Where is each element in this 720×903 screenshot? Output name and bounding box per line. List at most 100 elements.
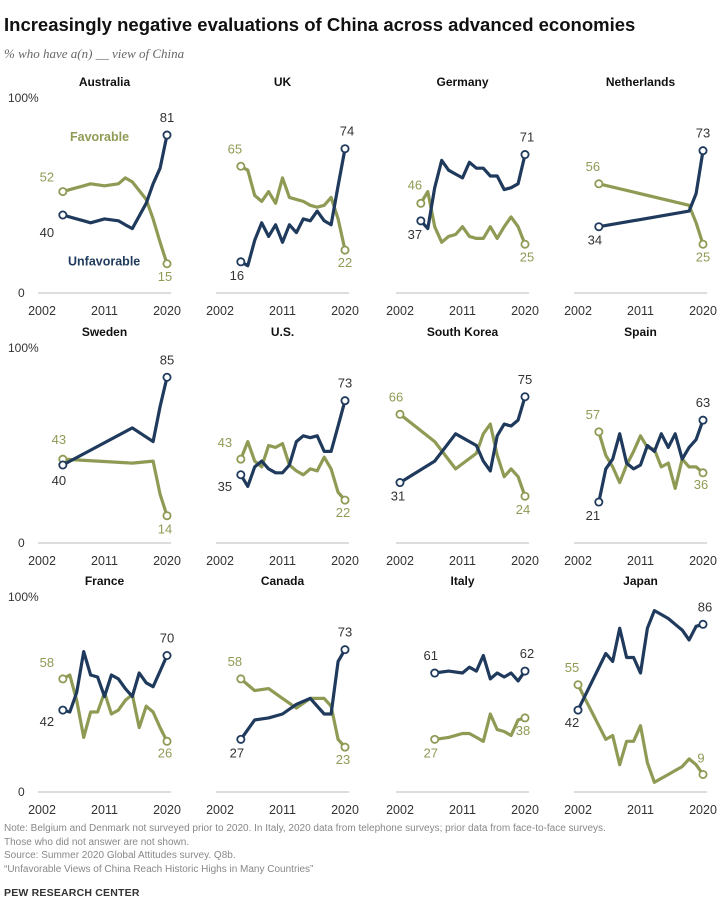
x-tick-2002-netherlands: 2002 (564, 304, 592, 318)
note-line-2: Those who did not answer are not shown. (4, 836, 190, 848)
favorable-end-point-u-s (340, 495, 350, 505)
x-tick-2002-france: 2002 (28, 803, 56, 817)
unfavorable-start-label-japan: 42 (565, 715, 579, 730)
favorable-end-label-france: 26 (158, 745, 172, 760)
favorable-start-point-spain (594, 427, 604, 437)
favorable-end-point-canada (340, 742, 350, 752)
x-tick-2011-sweden: 2011 (91, 554, 118, 568)
favorable-start-label-spain: 57 (586, 407, 600, 422)
panel-title-netherlands: Netherlands (606, 75, 676, 89)
favorable-start-point-netherlands (594, 179, 604, 189)
unfavorable-line-uk (239, 147, 347, 268)
favorable-start-point-france (58, 674, 68, 684)
unfavorable-start-label-south-korea: 31 (391, 489, 405, 504)
favorable-end-label-uk: 22 (338, 255, 352, 270)
x-tick-2020-uk: 2020 (331, 304, 359, 318)
unfavorable-end-label-uk: 74 (340, 124, 354, 139)
org-credit: PEW RESEARCH CENTER (4, 887, 140, 899)
x-tick-2011-australia: 2011 (91, 304, 118, 318)
unfavorable-start-point-italy (430, 668, 440, 678)
unfavorable-start-point-spain (594, 497, 604, 507)
favorable-start-point-germany (416, 198, 426, 208)
unfavorable-line-canada (239, 648, 347, 741)
unfavorable-end-label-italy: 62 (520, 646, 534, 661)
favorable-start-label-italy: 27 (423, 745, 437, 760)
favorable-end-label-u-s: 22 (336, 505, 350, 520)
panel-title-japan: Japan (623, 574, 658, 588)
unfavorable-end-point-italy (520, 666, 530, 676)
favorable-start-label-u-s: 43 (218, 435, 232, 450)
unfavorable-start-point-france (58, 705, 68, 715)
x-tick-2002-germany: 2002 (386, 304, 414, 318)
unfavorable-start-point-germany (416, 216, 426, 226)
unfavorable-start-label-france: 42 (40, 714, 54, 729)
favorable-line-germany (419, 190, 527, 246)
favorable-end-label-japan: 9 (697, 750, 704, 765)
x-tick-2002-canada: 2002 (206, 803, 234, 817)
favorable-start-point-south-korea (395, 409, 405, 419)
favorable-end-label-australia: 15 (158, 269, 172, 284)
unfavorable-start-point-sweden (58, 460, 68, 470)
favorable-end-label-netherlands: 25 (696, 249, 710, 264)
unfavorable-end-label-south-korea: 75 (518, 372, 532, 387)
x-tick-2020-sweden: 2020 (153, 554, 181, 568)
favorable-line-south-korea (398, 412, 527, 498)
unfavorable-end-label-sweden: 85 (160, 352, 174, 367)
unfavorable-start-label-u-s: 35 (218, 479, 232, 494)
unfavorable-line-sweden (61, 375, 169, 467)
x-tick-2002-italy: 2002 (386, 803, 414, 817)
favorable-end-label-italy: 38 (516, 723, 530, 738)
x-tick-2020-u-s: 2020 (331, 554, 359, 568)
unfavorable-line-france (61, 650, 169, 714)
unfavorable-end-label-france: 70 (160, 631, 174, 646)
favorable-end-point-japan (698, 769, 708, 779)
unfavorable-end-point-south-korea (520, 392, 530, 402)
favorable-end-label-spain: 36 (694, 477, 708, 492)
unfavorable-start-label-spain: 21 (586, 508, 600, 523)
x-tick-2020-spain: 2020 (689, 554, 717, 568)
x-tick-2020-japan: 2020 (689, 803, 717, 817)
unfavorable-end-point-australia (162, 130, 172, 140)
x-tick-2002-uk: 2002 (206, 304, 234, 318)
unfavorable-start-point-u-s (236, 470, 246, 480)
favorable-line-italy (433, 712, 527, 743)
unfavorable-end-label-australia: 81 (160, 110, 174, 125)
favorable-start-point-japan (573, 680, 583, 690)
unfavorable-end-label-netherlands: 73 (696, 126, 710, 141)
x-tick-2002-sweden: 2002 (28, 554, 56, 568)
x-tick-2020-france: 2020 (153, 803, 181, 817)
x-tick-2002-u-s: 2002 (206, 554, 234, 568)
unfavorable-start-point-netherlands (594, 222, 604, 232)
unfavorable-start-label-netherlands: 34 (588, 233, 602, 248)
unfavorable-start-label-germany: 37 (408, 227, 422, 242)
panel-title-sweden: Sweden (82, 325, 127, 339)
x-tick-2020-australia: 2020 (153, 304, 181, 318)
y-tick-0-row-0: 0 (18, 286, 25, 300)
favorable-end-point-south-korea (520, 491, 530, 501)
favorable-start-label-germany: 46 (408, 177, 422, 192)
unfavorable-line-italy (433, 653, 527, 683)
favorable-end-point-sweden (162, 511, 172, 521)
favorable-line-spain (597, 430, 705, 490)
favorable-end-point-spain (698, 468, 708, 478)
x-tick-2011-u-s: 2011 (269, 554, 296, 568)
unfavorable-line-netherlands (597, 149, 705, 229)
favorable-line-netherlands (597, 182, 705, 246)
favorable-start-point-italy (430, 734, 440, 744)
x-tick-2011-spain: 2011 (627, 554, 654, 568)
unfavorable-end-point-canada (340, 645, 350, 655)
legend-unfavorable: Unfavorable (68, 255, 140, 269)
x-tick-2020-south-korea: 2020 (511, 554, 539, 568)
unfavorable-end-point-germany (520, 150, 530, 160)
panel-title-germany: Germany (436, 75, 488, 89)
unfavorable-line-japan (576, 609, 705, 712)
x-tick-2020-germany: 2020 (511, 304, 539, 318)
x-tick-2011-germany: 2011 (449, 304, 476, 318)
y-tick-0-row-2: 0 (18, 785, 25, 799)
unfavorable-start-point-south-korea (395, 478, 405, 488)
favorable-line-france (61, 673, 169, 743)
favorable-end-point-netherlands (698, 239, 708, 249)
unfavorable-start-point-uk (236, 257, 246, 267)
y-tick-100-row-2: 100% (8, 590, 39, 604)
favorable-end-label-sweden: 14 (158, 522, 172, 537)
